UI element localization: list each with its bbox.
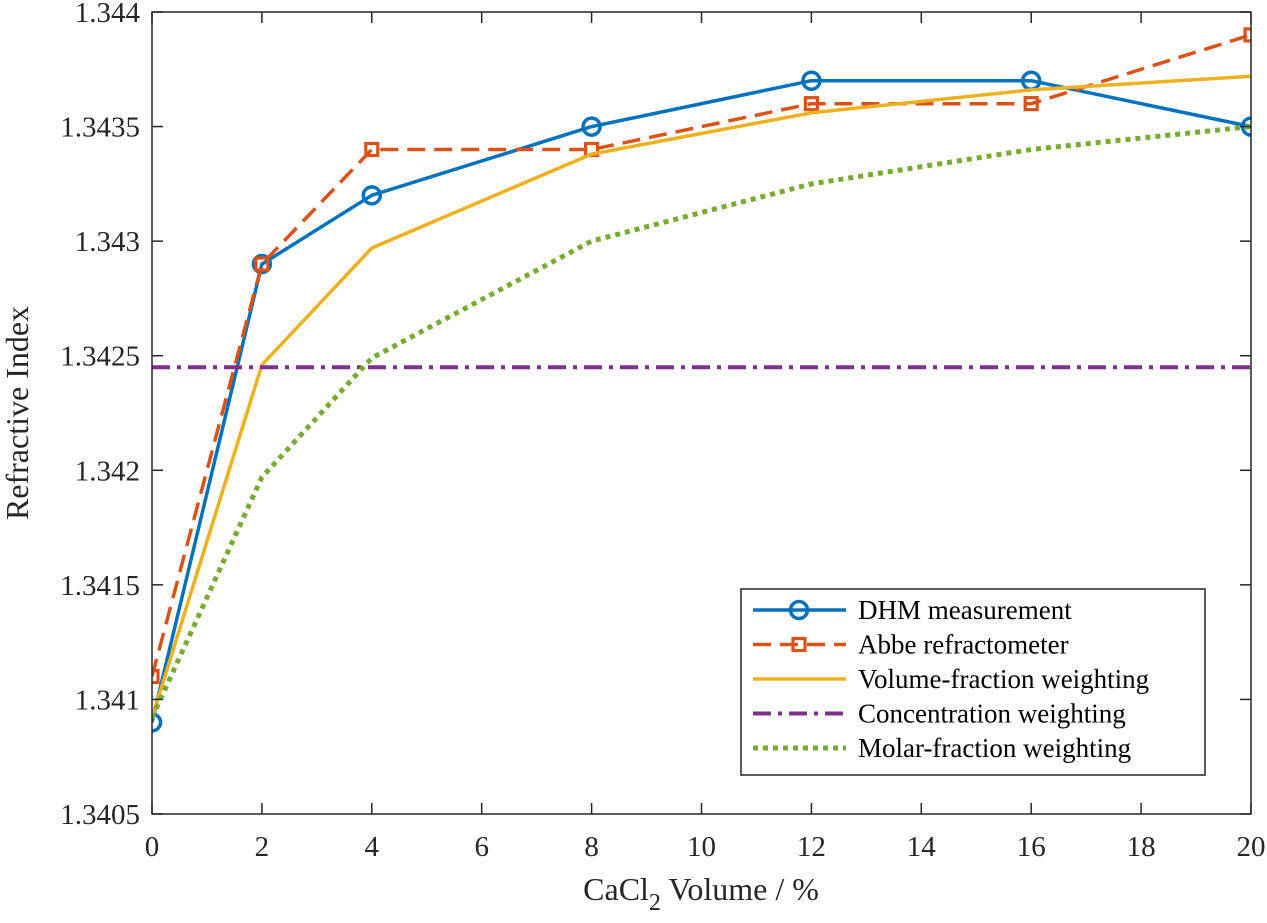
series-abbe-refractometer xyxy=(152,27,1251,685)
data-point xyxy=(1023,96,1039,112)
data-point xyxy=(364,141,380,158)
data-point xyxy=(251,253,273,275)
y-tick-label: 1.344 xyxy=(75,0,141,29)
axes: 0 2 4 6 8 10 12 14 16 18 20 1.3405 1.341 1.3415 1.342 1… xyxy=(60,0,1265,863)
x-tick-label: 4 xyxy=(365,831,380,863)
legend-marker-sample xyxy=(788,599,810,621)
x-tick-label: 18 xyxy=(1127,831,1156,863)
legend-entry: Volume-fraction weighting xyxy=(753,664,1149,694)
legend-entry: Concentration weighting xyxy=(753,699,1126,729)
data-point xyxy=(803,96,820,112)
series-line xyxy=(152,74,1251,719)
data-point xyxy=(581,116,602,137)
x-axis-label-suffix: Volume / % xyxy=(661,871,819,907)
legend-entry: DHM measurement xyxy=(753,595,1072,625)
x-tick-label: 16 xyxy=(1017,831,1046,863)
y-tick-label: 1.3425 xyxy=(60,341,140,373)
legend-label: Concentration weighting xyxy=(858,699,1126,729)
y-tick-label: 1.343 xyxy=(75,226,140,258)
data-point xyxy=(1243,27,1251,43)
legend: DHM measurement Abbe refractometer Volume-… xyxy=(740,588,1206,776)
x-tick-label: 6 xyxy=(474,831,489,863)
legend-entry: Molar-fraction weighting xyxy=(753,733,1131,763)
data-point xyxy=(254,256,270,272)
legend-label: Molar-fraction weighting xyxy=(858,733,1131,763)
data-point xyxy=(152,712,163,733)
x-axis-label: CaCl2 Volume / % xyxy=(583,871,819,916)
data-point xyxy=(361,185,383,206)
legend-label: Abbe refractometer xyxy=(858,630,1069,660)
series-volume-fraction-weighting xyxy=(152,74,1251,719)
y-tick-label: 1.3405 xyxy=(60,799,140,831)
legend-box xyxy=(740,588,1206,776)
series-line xyxy=(152,124,1251,719)
series-lines xyxy=(152,27,1251,733)
y-axis-label: Refractive Index xyxy=(0,306,35,520)
y-tick-label: 1.3435 xyxy=(60,112,140,144)
y-tick-label: 1.3415 xyxy=(60,570,140,602)
plot-area xyxy=(152,27,1251,733)
legend-entry: Abbe refractometer xyxy=(753,630,1069,660)
legend-label: DHM measurement xyxy=(858,595,1072,625)
data-point xyxy=(152,668,160,685)
x-tick-label: 8 xyxy=(584,831,599,863)
series-line xyxy=(152,33,1251,677)
x-tick-label: 12 xyxy=(797,831,826,863)
x-tick-label: 20 xyxy=(1237,831,1266,863)
x-axis-label-main: CaCl xyxy=(583,871,649,907)
x-axis-label-subscript: 2 xyxy=(649,890,661,916)
data-point xyxy=(801,70,822,91)
x-tick-label: 10 xyxy=(687,831,716,863)
series-molar-fraction-weighting xyxy=(152,124,1251,719)
y-tick-label: 1.342 xyxy=(75,455,140,487)
legend-label: Volume-fraction weighting xyxy=(858,664,1149,694)
legend-marker-sample xyxy=(791,636,807,653)
x-tick-label: 0 xyxy=(145,831,160,863)
x-tick-label: 14 xyxy=(907,831,937,863)
x-tick-label: 2 xyxy=(255,831,270,863)
y-tick-label: 1.341 xyxy=(75,684,140,716)
series-dhm-measurement xyxy=(152,70,1251,733)
series-line xyxy=(152,78,1251,723)
